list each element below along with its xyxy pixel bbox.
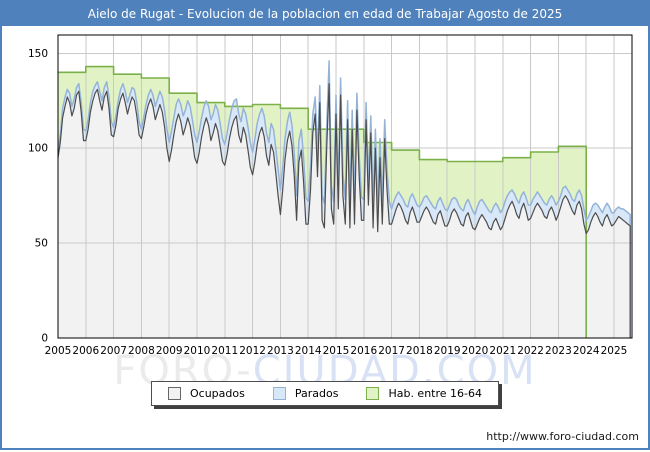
svg-text:2023: 2023 — [545, 345, 572, 357]
svg-text:2014: 2014 — [295, 345, 322, 357]
svg-text:2008: 2008 — [128, 345, 155, 357]
svg-text:2017: 2017 — [378, 345, 405, 357]
svg-text:2020: 2020 — [462, 345, 489, 357]
svg-text:2006: 2006 — [72, 345, 99, 357]
plot-border — [57, 34, 633, 339]
svg-text:2010: 2010 — [184, 345, 211, 357]
svg-text:2025: 2025 — [601, 345, 628, 357]
legend-swatch-parados — [272, 387, 286, 400]
legend-label-hab-16-64: Hab. entre 16-64 — [388, 387, 483, 400]
svg-text:2005: 2005 — [45, 345, 72, 357]
source-url: http://www.foro-ciudad.com — [486, 430, 639, 443]
svg-text:2015: 2015 — [323, 345, 350, 357]
series-hab-16-64-line — [58, 65, 587, 338]
title-bar: Aielo de Rugat - Evolucion de la poblaci… — [2, 2, 648, 26]
legend-swatch-hab-16-64 — [366, 387, 380, 400]
svg-text:2022: 2022 — [517, 345, 544, 357]
y-axis-labels: 0 50 100 150 — [28, 48, 48, 345]
svg-text:2009: 2009 — [156, 345, 183, 357]
svg-text:2021: 2021 — [489, 345, 516, 357]
svg-text:2018: 2018 — [406, 345, 433, 357]
legend-label-parados: Parados — [294, 387, 339, 400]
svg-text:2024: 2024 — [573, 345, 600, 357]
legend-box: Ocupados Parados Hab. entre 16-64 — [150, 381, 500, 406]
legend-item-hab-16-64: Hab. entre 16-64 — [366, 387, 482, 400]
x-axis-labels: 2005 2006 2007 2008 2009 2010 2011 2012 2013 2014… — [45, 345, 628, 357]
svg-text:2007: 2007 — [100, 345, 127, 357]
series-ocupados-line — [57, 83, 631, 338]
legend-swatch-ocupados — [167, 387, 181, 400]
svg-text:2019: 2019 — [434, 345, 461, 357]
svg-text:0: 0 — [41, 333, 48, 345]
chart-title: Aielo de Rugat - Evolucion de la poblaci… — [87, 7, 563, 21]
svg-text:100: 100 — [28, 143, 48, 155]
svg-text:50: 50 — [35, 238, 48, 250]
svg-text:2013: 2013 — [267, 345, 294, 357]
svg-text:2011: 2011 — [211, 345, 238, 357]
gridlines — [58, 35, 632, 338]
svg-text:2016: 2016 — [350, 345, 377, 357]
svg-text:2012: 2012 — [239, 345, 266, 357]
legend-item-parados: Parados — [272, 387, 339, 400]
legend-item-ocupados: Ocupados — [167, 387, 245, 400]
legend-label-ocupados: Ocupados — [189, 387, 245, 400]
svg-text:150: 150 — [28, 48, 48, 60]
